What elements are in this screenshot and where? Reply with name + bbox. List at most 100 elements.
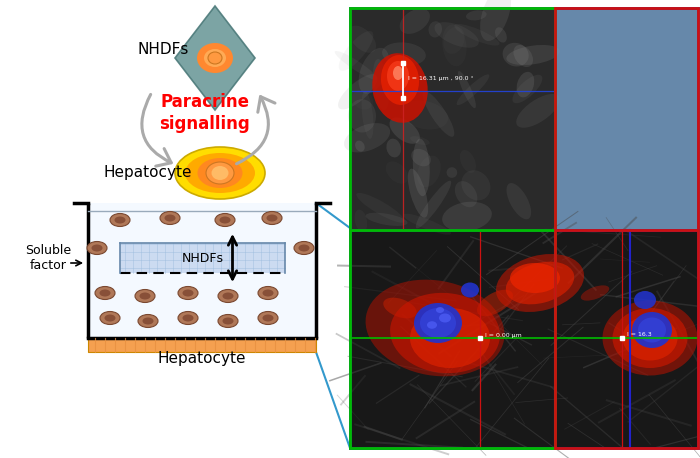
Ellipse shape [365,280,505,376]
Ellipse shape [262,289,274,296]
Ellipse shape [400,100,448,130]
Ellipse shape [420,308,456,338]
Ellipse shape [413,139,430,196]
Ellipse shape [355,210,368,232]
Ellipse shape [185,153,255,193]
Ellipse shape [414,303,462,343]
Ellipse shape [634,291,656,309]
Bar [350,8,698,230]
Ellipse shape [389,118,420,144]
Polygon shape [175,6,255,110]
Ellipse shape [454,24,500,46]
Ellipse shape [115,217,125,224]
Ellipse shape [512,75,542,103]
Text: Soluble
factor: Soluble factor [25,244,71,272]
Ellipse shape [622,316,678,360]
Ellipse shape [506,262,574,304]
Bar [350,8,555,230]
Ellipse shape [400,9,430,34]
Ellipse shape [603,300,697,376]
Ellipse shape [510,263,560,293]
Ellipse shape [362,91,373,139]
Ellipse shape [428,21,442,38]
Text: l = 16.31 µm , 90.0 °: l = 16.31 µm , 90.0 ° [408,76,474,81]
Ellipse shape [632,312,672,348]
Ellipse shape [178,311,198,325]
Bar [555,230,698,448]
Ellipse shape [183,315,193,322]
Ellipse shape [423,91,454,137]
Ellipse shape [204,49,226,67]
Ellipse shape [442,202,492,231]
Ellipse shape [447,167,457,178]
Ellipse shape [393,66,403,80]
Ellipse shape [298,245,309,251]
Ellipse shape [638,317,666,343]
Text: Hepatocyte: Hepatocyte [158,350,246,365]
Bar [350,230,698,448]
Ellipse shape [581,285,609,300]
Ellipse shape [461,170,491,201]
Ellipse shape [87,241,107,255]
Ellipse shape [335,51,377,80]
Ellipse shape [100,311,120,325]
Ellipse shape [514,45,533,67]
Bar [555,8,698,230]
Ellipse shape [458,71,476,108]
Ellipse shape [435,22,479,48]
FancyArrowPatch shape [237,97,275,164]
Ellipse shape [220,217,230,224]
Ellipse shape [348,99,376,132]
Ellipse shape [356,193,405,223]
Ellipse shape [410,136,430,145]
Ellipse shape [439,313,451,322]
Ellipse shape [197,158,242,188]
Ellipse shape [381,55,419,105]
Ellipse shape [408,169,428,218]
Ellipse shape [410,308,490,368]
Ellipse shape [403,214,451,234]
Ellipse shape [416,180,452,229]
Ellipse shape [477,290,513,316]
Ellipse shape [390,293,500,373]
Ellipse shape [197,43,233,73]
Ellipse shape [183,289,193,296]
Ellipse shape [208,52,222,64]
Ellipse shape [427,321,437,329]
Ellipse shape [215,213,235,227]
Ellipse shape [262,212,282,224]
Ellipse shape [258,287,278,300]
Ellipse shape [99,289,111,296]
Ellipse shape [135,289,155,302]
Bar [350,8,555,230]
Ellipse shape [223,293,234,300]
Ellipse shape [294,241,314,255]
Ellipse shape [211,166,228,180]
Ellipse shape [496,254,584,312]
Ellipse shape [456,74,489,105]
Bar [350,230,698,448]
Ellipse shape [517,72,534,98]
Ellipse shape [143,317,153,325]
Text: NHDFs: NHDFs [181,251,223,265]
Bar [350,8,698,448]
Ellipse shape [206,162,234,184]
Ellipse shape [466,10,486,21]
Ellipse shape [355,141,365,152]
Ellipse shape [104,315,116,322]
Ellipse shape [436,307,444,313]
Ellipse shape [218,289,238,302]
Ellipse shape [372,53,428,123]
Text: Paracrine
signalling: Paracrine signalling [160,93,251,133]
Ellipse shape [365,213,407,226]
Ellipse shape [506,45,560,65]
Ellipse shape [95,287,115,300]
Ellipse shape [373,59,389,110]
FancyArrowPatch shape [142,94,172,166]
Ellipse shape [160,212,180,224]
Ellipse shape [338,74,377,109]
Ellipse shape [349,26,376,53]
Bar [89,203,315,338]
Ellipse shape [218,315,238,327]
Ellipse shape [516,94,560,128]
